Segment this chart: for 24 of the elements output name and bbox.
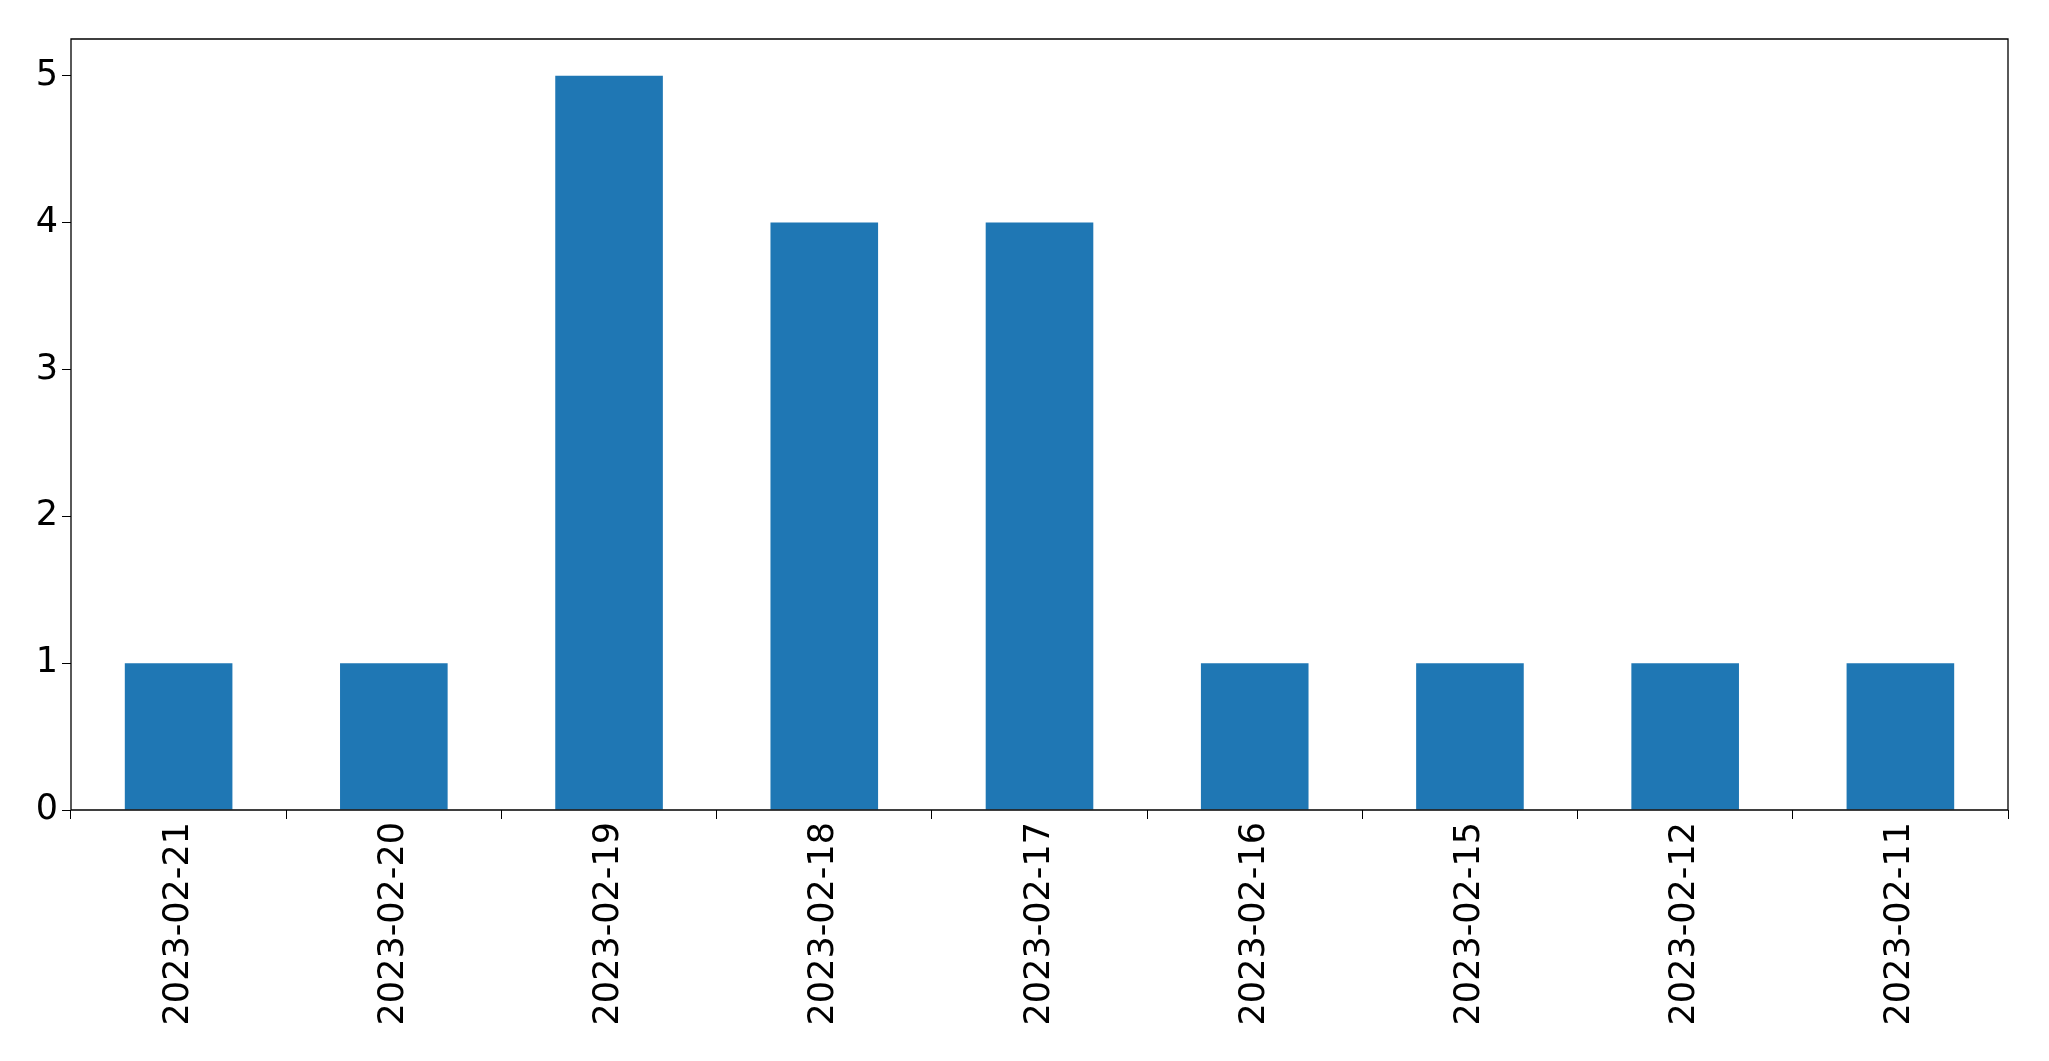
bar bbox=[770, 222, 879, 810]
y-tick-label: 3 bbox=[35, 346, 58, 387]
x-tick-label: 2023-02-12 bbox=[1662, 822, 1703, 1026]
x-tick-label: 2023-02-17 bbox=[1016, 822, 1057, 1026]
y-tick-label: 1 bbox=[35, 640, 58, 681]
bar bbox=[1631, 663, 1739, 810]
bar bbox=[1200, 663, 1309, 810]
bar bbox=[124, 663, 233, 810]
y-tick-label: 5 bbox=[35, 52, 58, 93]
x-tick-label: 2023-02-19 bbox=[586, 822, 627, 1026]
bar bbox=[340, 663, 448, 810]
y-tick-label: 0 bbox=[35, 787, 58, 828]
y-tick-label: 2 bbox=[35, 493, 58, 534]
bar bbox=[1416, 663, 1524, 810]
x-tick-label: 2023-02-16 bbox=[1231, 822, 1272, 1026]
bar bbox=[555, 75, 663, 810]
y-tick-label: 4 bbox=[35, 199, 58, 240]
x-tick-label: 2023-02-15 bbox=[1447, 822, 1488, 1026]
bar bbox=[1846, 663, 1955, 810]
x-tick-label: 2023-02-21 bbox=[155, 822, 196, 1026]
x-tick-label: 2023-02-11 bbox=[1877, 822, 1918, 1026]
x-tick-label: 2023-02-18 bbox=[801, 822, 842, 1026]
bar bbox=[985, 222, 1094, 810]
x-tick-label: 2023-02-20 bbox=[370, 822, 411, 1026]
